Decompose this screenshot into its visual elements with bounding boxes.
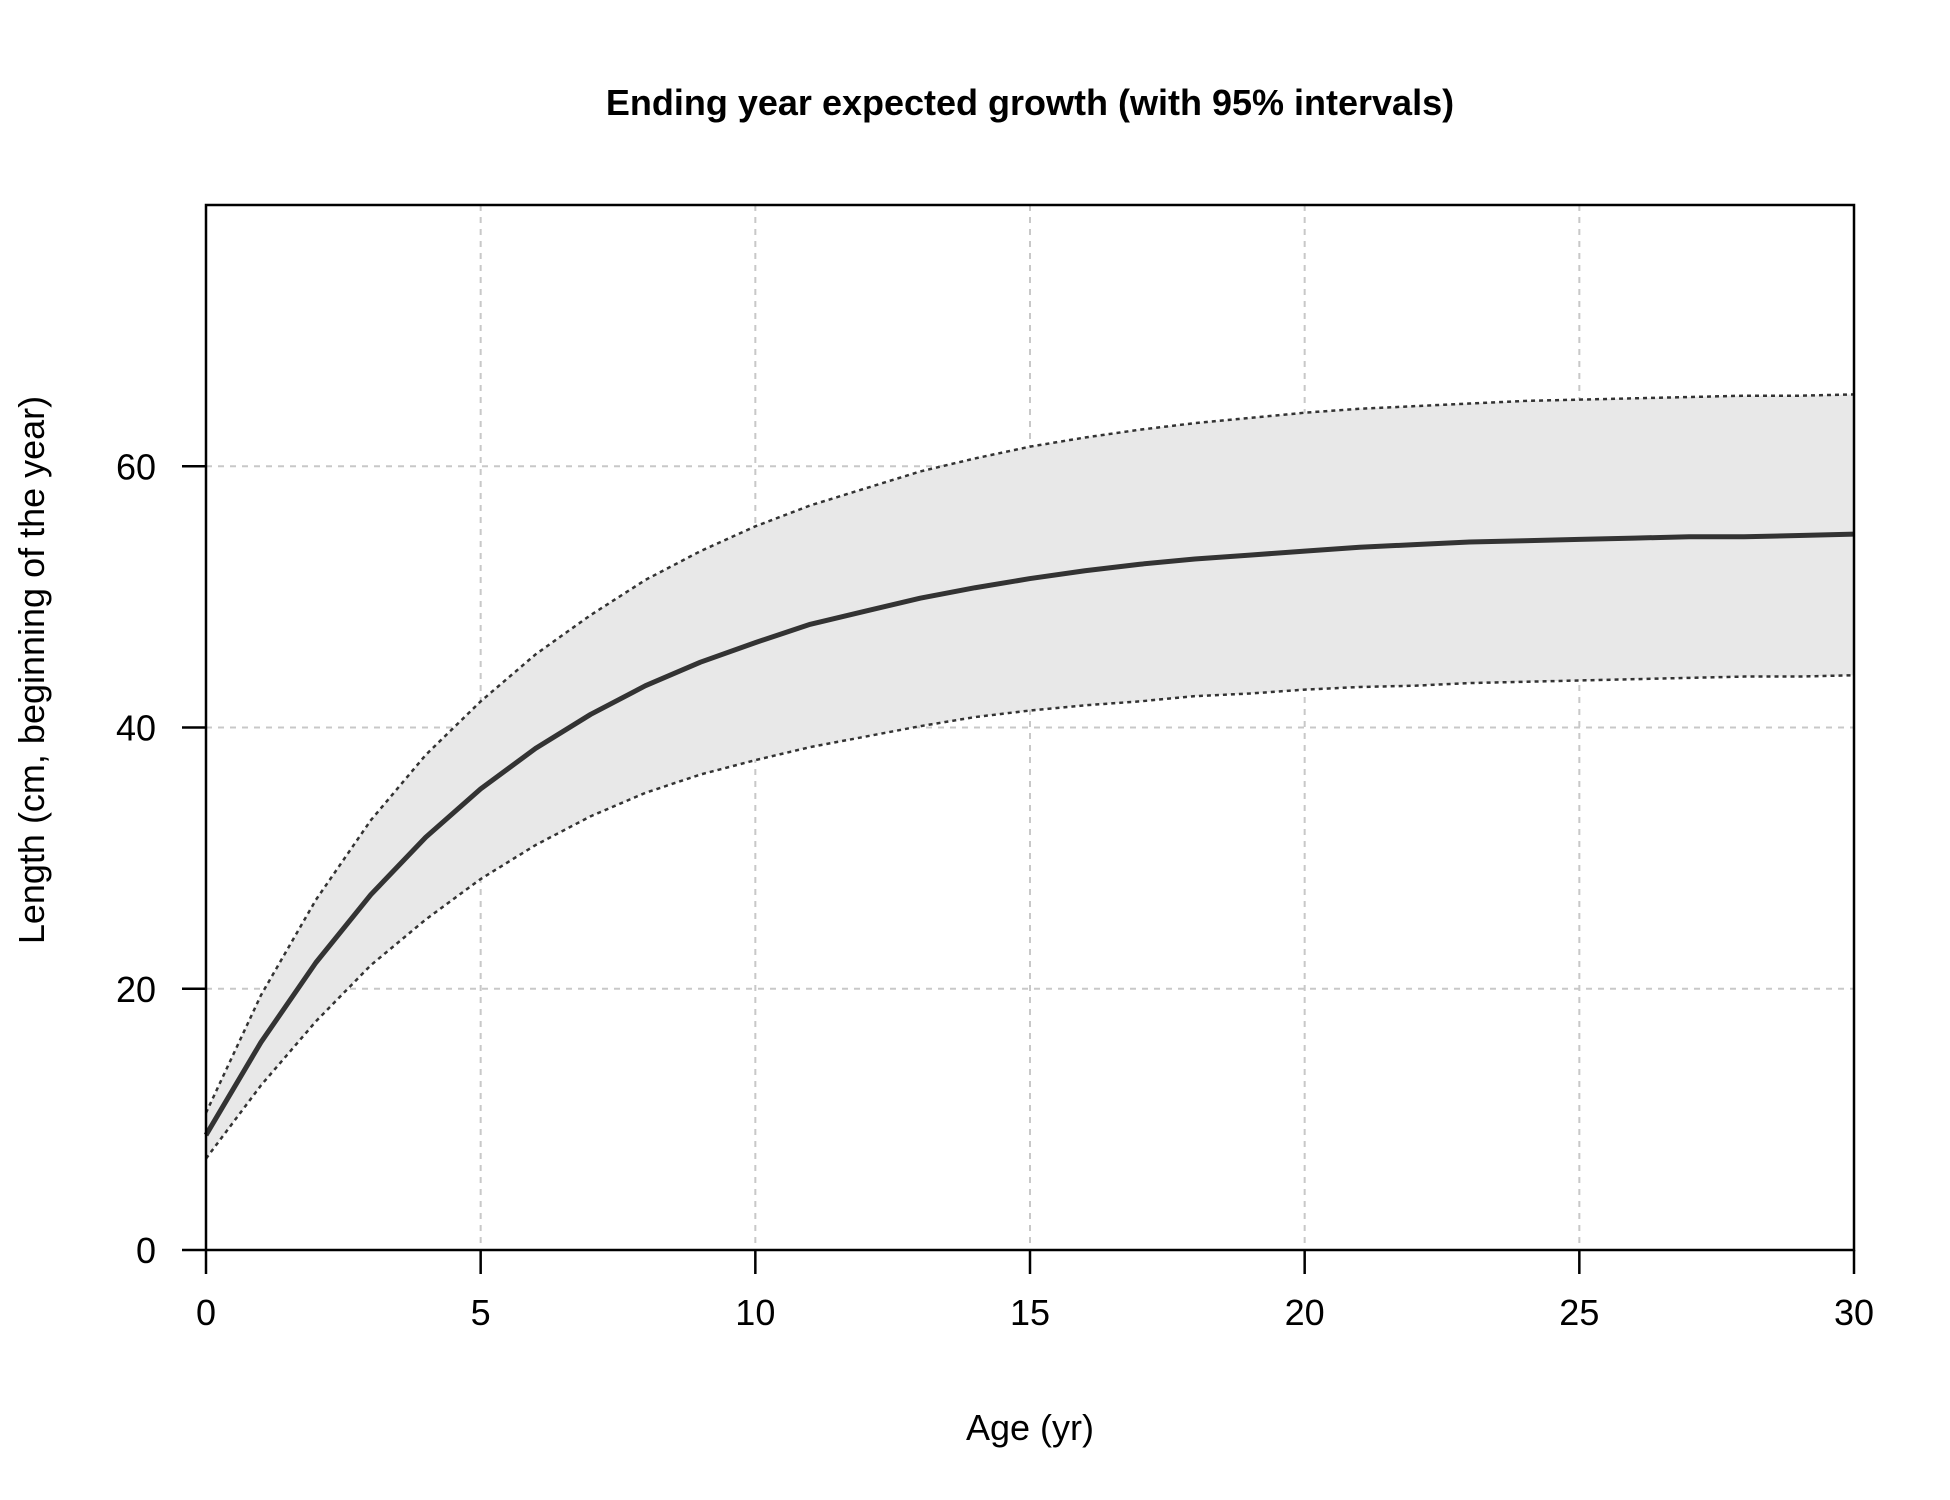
x-axis: 0 5 10 15 20 25 30 [196, 1250, 1874, 1333]
lower-bound-line [205, 674, 1855, 1160]
y-tick-label: 0 [136, 1230, 156, 1271]
x-tick-label: 5 [471, 1292, 491, 1333]
x-axis-label: Age (yr) [966, 1407, 1094, 1448]
x-tick-label: 25 [1559, 1292, 1599, 1333]
grid-lines [206, 205, 1854, 1250]
y-axis-label: Length (cm, beginning of the year) [11, 396, 52, 944]
x-tick-label: 30 [1834, 1292, 1874, 1333]
x-tick-label: 0 [196, 1292, 216, 1333]
x-tick-label: 20 [1285, 1292, 1325, 1333]
confidence-band [206, 394, 1854, 1159]
x-tick-label: 10 [735, 1292, 775, 1333]
x-tick-label: 15 [1010, 1292, 1050, 1333]
y-tick-label: 40 [116, 708, 156, 749]
expected-growth-line [203, 531, 1855, 1137]
upper-bound-line [204, 393, 1855, 1114]
y-tick-label: 20 [116, 969, 156, 1010]
y-axis: 0 20 40 60 [116, 446, 206, 1271]
y-tick-label: 60 [116, 446, 156, 487]
chart-title: Ending year expected growth (with 95% in… [606, 82, 1454, 123]
